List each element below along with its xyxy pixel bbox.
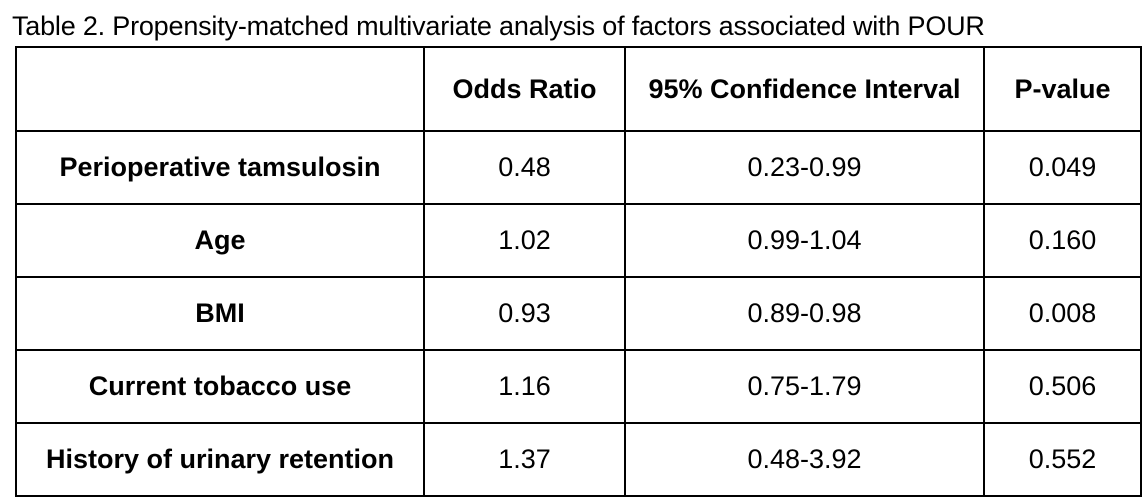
p-value-cell: 0.506 (983, 349, 1142, 424)
row-label: BMI (15, 276, 425, 351)
header-odds-ratio: Odds Ratio (423, 46, 626, 132)
p-value-cell: 0.160 (983, 203, 1142, 278)
odds-ratio-cell: 1.37 (423, 422, 626, 497)
ci-cell: 0.48-3.92 (624, 422, 985, 497)
row-label: Perioperative tamsulosin (15, 130, 425, 205)
results-table: Odds Ratio 95% Confidence Interval P-val… (15, 46, 1142, 497)
odds-ratio-cell: 1.02 (423, 203, 626, 278)
p-value-cell: 0.552 (983, 422, 1142, 497)
p-value-cell: 0.049 (983, 130, 1142, 205)
table-caption: Table 2. Propensity-matched multivariate… (12, 11, 985, 41)
ci-cell: 0.23-0.99 (624, 130, 985, 205)
row-label: Age (15, 203, 425, 278)
header-p-value: P-value (983, 46, 1142, 132)
p-value-cell: 0.008 (983, 276, 1142, 351)
table-row: History of urinary retention 1.37 0.48-3… (15, 422, 1142, 497)
row-label: History of urinary retention (15, 422, 425, 497)
header-empty (15, 46, 425, 132)
odds-ratio-cell: 1.16 (423, 349, 626, 424)
table-row: Current tobacco use 1.16 0.75-1.79 0.506 (15, 349, 1142, 424)
ci-cell: 0.75-1.79 (624, 349, 985, 424)
table-row: Perioperative tamsulosin 0.48 0.23-0.99 … (15, 130, 1142, 205)
ci-cell: 0.89-0.98 (624, 276, 985, 351)
ci-cell: 0.99-1.04 (624, 203, 985, 278)
row-label: Current tobacco use (15, 349, 425, 424)
table-row: BMI 0.93 0.89-0.98 0.008 (15, 276, 1142, 351)
odds-ratio-cell: 0.93 (423, 276, 626, 351)
table-row: Age 1.02 0.99-1.04 0.160 (15, 203, 1142, 278)
header-row: Odds Ratio 95% Confidence Interval P-val… (15, 46, 1142, 132)
odds-ratio-cell: 0.48 (423, 130, 626, 205)
header-confidence-interval: 95% Confidence Interval (624, 46, 985, 132)
